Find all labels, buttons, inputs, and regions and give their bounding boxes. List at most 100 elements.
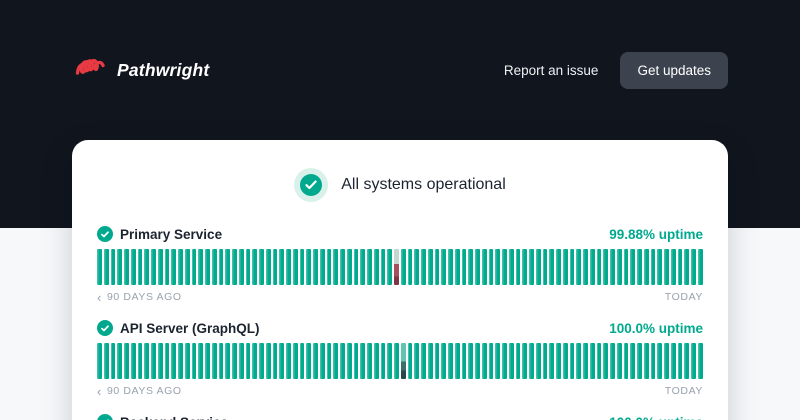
uptime-bar[interactable] [110, 249, 116, 285]
uptime-bar[interactable] [184, 343, 190, 379]
uptime-bar[interactable] [326, 343, 332, 379]
uptime-bar[interactable] [211, 343, 217, 379]
uptime-bar[interactable] [353, 343, 359, 379]
uptime-bar[interactable] [184, 249, 190, 285]
uptime-bar[interactable] [103, 249, 109, 285]
uptime-bar[interactable] [97, 343, 102, 379]
uptime-bar[interactable] [529, 343, 534, 379]
uptime-bar[interactable] [623, 249, 629, 285]
uptime-bar[interactable] [414, 343, 419, 379]
uptime-bar[interactable] [630, 343, 635, 379]
uptime-bar[interactable] [691, 249, 696, 285]
uptime-bar[interactable] [400, 343, 406, 379]
uptime-bar[interactable] [259, 249, 264, 285]
uptime-bar[interactable] [697, 249, 703, 285]
uptime-bar[interactable] [454, 249, 460, 285]
uptime-bar[interactable] [650, 343, 656, 379]
uptime-bar[interactable] [299, 249, 305, 285]
uptime-bar[interactable] [292, 249, 298, 285]
uptime-bar[interactable] [481, 343, 487, 379]
uptime-bar[interactable] [117, 249, 122, 285]
uptime-bar[interactable] [549, 249, 554, 285]
uptime-bar[interactable] [292, 343, 298, 379]
uptime-bar[interactable] [569, 343, 575, 379]
uptime-bar[interactable] [643, 249, 649, 285]
uptime-bar[interactable] [508, 343, 514, 379]
uptime-bar[interactable] [522, 249, 527, 285]
uptime-bar[interactable] [603, 343, 608, 379]
uptime-bar[interactable] [603, 249, 608, 285]
uptime-bar[interactable] [583, 249, 588, 285]
uptime-bar[interactable] [252, 343, 257, 379]
uptime-bar[interactable] [461, 249, 467, 285]
uptime-bar[interactable] [340, 343, 345, 379]
uptime-bar[interactable] [502, 343, 507, 379]
uptime-bar[interactable] [252, 249, 257, 285]
uptime-bar[interactable] [238, 249, 244, 285]
uptime-bar[interactable] [637, 343, 642, 379]
uptime-bar[interactable] [394, 249, 399, 285]
uptime-bar[interactable] [286, 249, 291, 285]
uptime-bar[interactable] [421, 343, 426, 379]
uptime-bar[interactable] [164, 343, 170, 379]
uptime-bar[interactable] [508, 249, 514, 285]
uptime-bar[interactable] [481, 249, 487, 285]
uptime-bar[interactable] [124, 343, 129, 379]
uptime-bar[interactable] [103, 343, 109, 379]
uptime-bar[interactable] [218, 249, 224, 285]
uptime-bar[interactable] [313, 343, 318, 379]
uptime-bar[interactable] [596, 343, 602, 379]
uptime-bar[interactable] [245, 249, 251, 285]
uptime-bar[interactable] [286, 343, 291, 379]
uptime-bar[interactable] [475, 249, 480, 285]
uptime-bar[interactable] [515, 249, 521, 285]
uptime-bar[interactable] [191, 249, 197, 285]
uptime-bar[interactable] [589, 343, 595, 379]
uptime-bar[interactable] [306, 343, 311, 379]
uptime-bar[interactable] [265, 343, 271, 379]
uptime-bar[interactable] [259, 343, 264, 379]
uptime-bar[interactable] [475, 343, 480, 379]
uptime-bar[interactable] [225, 343, 230, 379]
uptime-bar[interactable] [218, 343, 224, 379]
uptime-bar[interactable] [151, 343, 156, 379]
uptime-bar[interactable] [556, 249, 561, 285]
uptime-bar[interactable] [562, 343, 568, 379]
uptime-bar[interactable] [333, 343, 338, 379]
uptime-bar[interactable] [657, 249, 662, 285]
uptime-bar[interactable] [610, 343, 615, 379]
uptime-bar[interactable] [130, 249, 136, 285]
uptime-bar[interactable] [319, 343, 325, 379]
uptime-bar[interactable] [265, 249, 271, 285]
uptime-bar[interactable] [387, 343, 392, 379]
uptime-bar[interactable] [684, 249, 689, 285]
uptime-bar[interactable] [488, 249, 494, 285]
uptime-bar[interactable] [677, 249, 683, 285]
uptime-bar[interactable] [670, 343, 676, 379]
uptime-bar[interactable] [576, 249, 581, 285]
uptime-bar[interactable] [535, 343, 541, 379]
uptime-bar[interactable] [461, 343, 467, 379]
uptime-bar[interactable] [164, 249, 170, 285]
uptime-bar[interactable] [333, 249, 338, 285]
uptime-bar[interactable] [232, 343, 237, 379]
uptime-bar[interactable] [97, 249, 102, 285]
uptime-bar[interactable] [535, 249, 541, 285]
uptime-bar[interactable] [529, 249, 534, 285]
uptime-bar[interactable] [211, 249, 217, 285]
uptime-bar[interactable] [178, 343, 183, 379]
uptime-bar[interactable] [434, 249, 440, 285]
uptime-bar[interactable] [576, 343, 581, 379]
uptime-bar[interactable] [144, 343, 149, 379]
uptime-bar[interactable] [144, 249, 149, 285]
uptime-bar[interactable] [205, 249, 210, 285]
uptime-bar[interactable] [205, 343, 210, 379]
uptime-bar[interactable] [171, 249, 176, 285]
uptime-bar[interactable] [171, 343, 176, 379]
uptime-bar[interactable] [657, 343, 662, 379]
uptime-bar[interactable] [178, 249, 183, 285]
uptime-bar[interactable] [414, 249, 419, 285]
uptime-bar[interactable] [643, 343, 649, 379]
uptime-bar[interactable] [637, 249, 642, 285]
uptime-bar[interactable] [684, 343, 689, 379]
